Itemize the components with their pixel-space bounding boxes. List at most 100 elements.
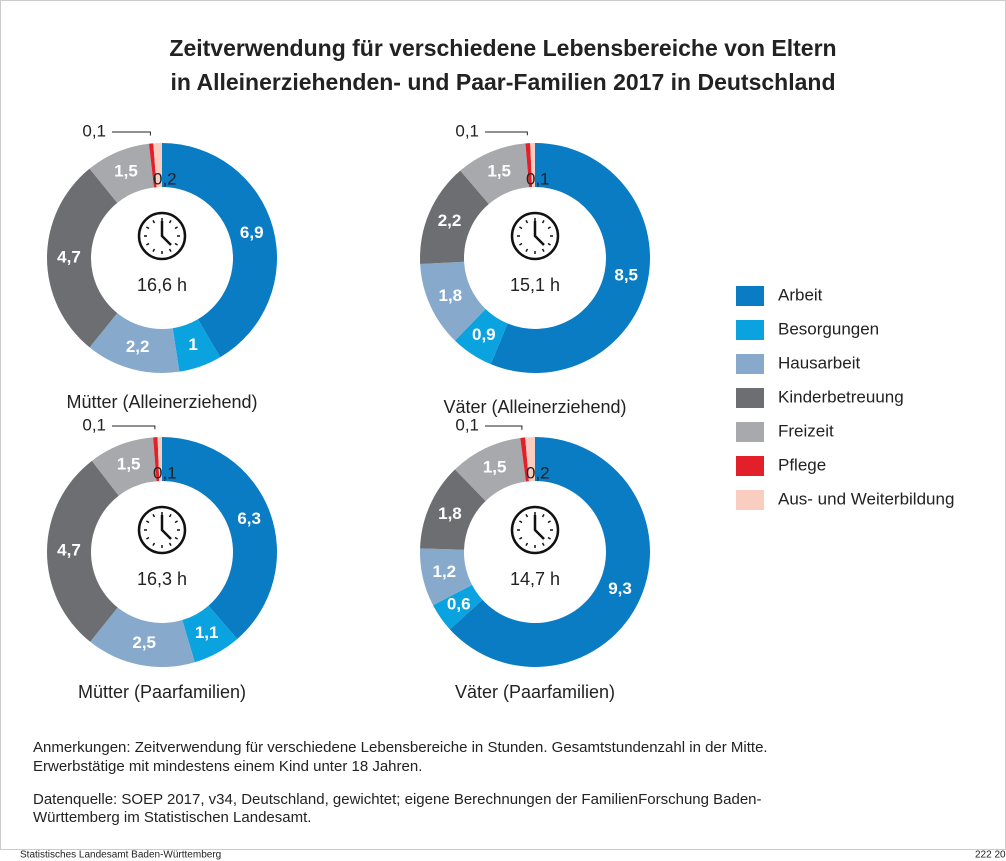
clock-tick — [168, 248, 172, 252]
chart-caption: Mütter (Paarfamilien) — [78, 682, 246, 702]
clock-tick — [541, 248, 545, 252]
data-label: 2,2 — [438, 211, 462, 230]
data-label: 0,9 — [472, 325, 496, 344]
data-label: 1,5 — [114, 162, 138, 181]
donut-segment — [460, 143, 530, 205]
donut-segment — [157, 437, 162, 482]
data-label: 1,8 — [439, 286, 463, 305]
legend-swatch — [736, 354, 764, 374]
legend-label: Arbeit — [778, 285, 823, 304]
data-label: 1,5 — [117, 455, 141, 474]
donut-segment — [420, 548, 473, 606]
donut-segment — [525, 437, 535, 482]
center-label: 14,7 h — [510, 569, 560, 589]
clock-tick — [152, 542, 156, 546]
donut-segment — [454, 437, 526, 501]
clock-tick — [146, 536, 150, 540]
donut-segment — [420, 469, 486, 550]
data-label: 0,1 — [455, 121, 479, 140]
clock-tick — [168, 542, 172, 546]
data-label: 1,5 — [483, 458, 507, 477]
legend-label: Hausarbeit — [778, 353, 860, 372]
donut-segment — [172, 319, 221, 372]
legend-label: Aus- und Weiterbildung — [778, 489, 954, 508]
clock-tick — [519, 242, 523, 246]
clock-tick — [525, 220, 529, 224]
data-label: 8,5 — [614, 266, 638, 285]
clock-hands — [160, 515, 172, 540]
data-label: 1,2 — [433, 562, 457, 581]
donut-segment — [47, 168, 118, 348]
chart-caption: Mütter (Alleinerziehend) — [66, 392, 257, 412]
clock-tick — [525, 514, 529, 518]
donut-segment — [91, 437, 157, 496]
clock-tick — [146, 520, 150, 524]
legend-swatch — [736, 422, 764, 442]
data-label: 0,2 — [153, 169, 177, 188]
donut-segment — [162, 437, 278, 639]
center-label: 16,3 h — [137, 569, 187, 589]
legend-label: Freizeit — [778, 421, 834, 440]
chart-caption: Väter (Alleinerziehend) — [443, 397, 626, 417]
data-label: 4,7 — [57, 541, 81, 560]
legend-swatch — [736, 456, 764, 476]
legend-swatch — [736, 388, 764, 408]
data-label: 1,8 — [438, 504, 462, 523]
data-label: 6,9 — [240, 223, 264, 242]
clock-tick — [547, 226, 551, 230]
clock-tick — [146, 242, 150, 246]
clock-tick — [541, 220, 545, 224]
donut-segment — [90, 607, 195, 667]
leader-line — [485, 131, 528, 136]
donut-segment — [454, 308, 508, 365]
legend-swatch — [736, 490, 764, 510]
data-label: 0,1 — [455, 415, 479, 434]
donut-segment — [420, 170, 489, 264]
note: Erwerbstätige mit mindestens einem Kind … — [33, 758, 422, 775]
data-label: 0,1 — [82, 415, 106, 434]
clock-icon — [137, 211, 187, 261]
clock-tick — [174, 226, 178, 230]
clock-tick — [525, 248, 529, 252]
clock-hands — [160, 221, 172, 246]
data-label: 4,7 — [57, 247, 81, 266]
legend-swatch — [736, 320, 764, 340]
donut-segment — [530, 143, 535, 188]
clock-tick — [547, 520, 551, 524]
clock-tick — [547, 242, 551, 246]
clock-tick — [519, 226, 523, 230]
clock-tick — [174, 520, 178, 524]
clock-icon — [510, 211, 560, 261]
data-label: 2,5 — [132, 633, 156, 652]
clock-tick — [547, 536, 551, 540]
donut-segment — [420, 261, 486, 341]
data-label: 1,1 — [195, 623, 219, 642]
note: Anmerkungen: Zeitverwendung für verschie… — [33, 739, 768, 756]
data-label: 0,2 — [526, 463, 550, 482]
clock-tick — [168, 514, 172, 518]
chart-title: in Alleinerziehenden- und Paar-Familien … — [170, 69, 835, 95]
legend-label: Kinderbetreuung — [778, 387, 904, 406]
clock-tick — [519, 536, 523, 540]
donut-segment — [490, 143, 650, 373]
clock-tick — [152, 248, 156, 252]
footer: 222 20 — [975, 850, 1006, 861]
donut-segment — [89, 143, 154, 203]
clock-tick — [174, 536, 178, 540]
data-label: 0,1 — [82, 121, 106, 140]
donut-segment — [89, 313, 180, 374]
clock-tick — [519, 520, 523, 524]
clock-icon — [137, 505, 187, 555]
legend-swatch — [736, 286, 764, 306]
center-label: 16,6 h — [137, 275, 187, 295]
donut-segment — [153, 437, 160, 482]
leader-line — [112, 425, 156, 430]
clock-tick — [152, 514, 156, 518]
clock-tick — [152, 220, 156, 224]
donut-segment — [162, 143, 277, 358]
clock-hands — [533, 515, 545, 540]
leader-line — [485, 425, 523, 430]
center-label: 15,1 h — [510, 275, 560, 295]
